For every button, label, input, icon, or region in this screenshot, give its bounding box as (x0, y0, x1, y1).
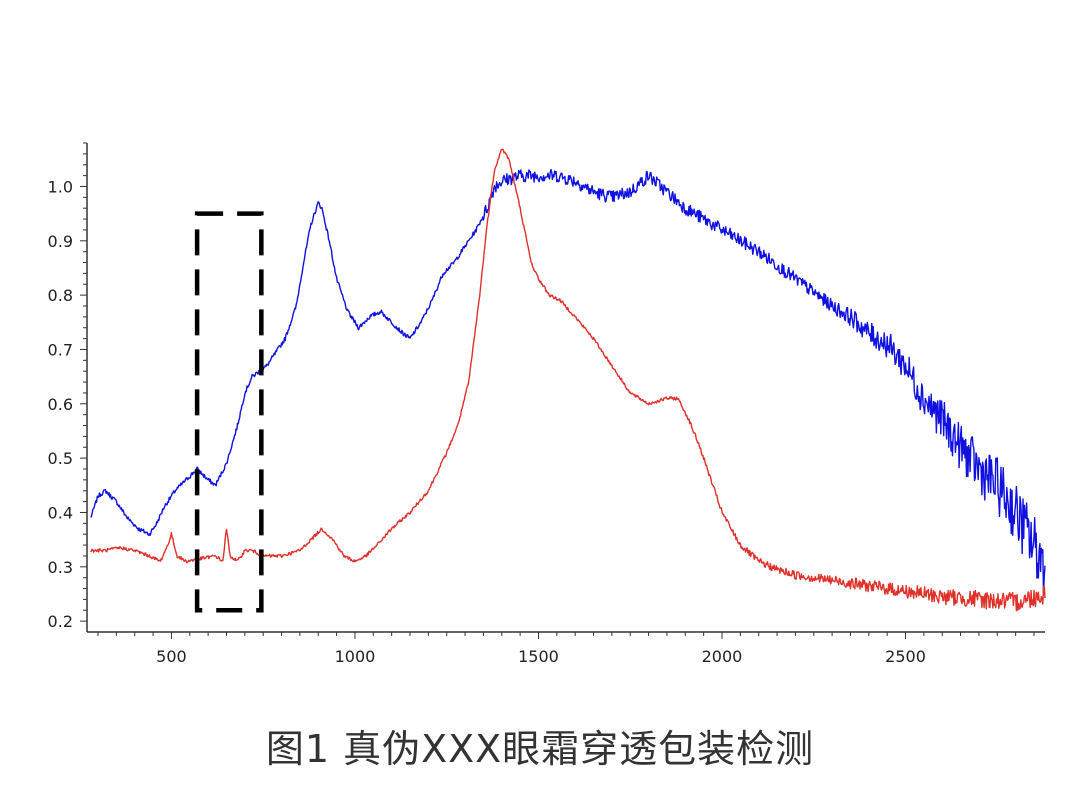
series-line-2 (90, 148, 1046, 612)
x-tick-label: 2500 (885, 647, 926, 666)
series-line-1 (90, 168, 1046, 596)
dashed-highlight-box (194, 211, 264, 613)
figure-caption: 图1 真伪XXX眼霜穿透包装检测 (265, 727, 815, 771)
y-tick-label: 0.9 (48, 232, 73, 251)
spectrum-chart: 500 1000 1500 2000 2500 0.2 0.3 0.4 0.5 0.6 0.7 0.8… (48, 142, 1046, 666)
x-tick-label: 1500 (518, 647, 559, 666)
annotation-layer (194, 211, 264, 613)
y-tick-label: 1.0 (48, 177, 73, 196)
axes (80, 142, 1045, 639)
y-tick-label: 0.7 (48, 340, 73, 359)
y-tick-label: 0.3 (48, 558, 73, 577)
y-tick-label: 0.6 (48, 395, 73, 414)
x-tick-label: 500 (156, 647, 187, 666)
tick-layer: 500 1000 1500 2000 2500 0.2 0.3 0.4 0.5 0.6 0.7 0.8… (48, 177, 926, 666)
x-tick-label: 2000 (702, 647, 743, 666)
x-tick-label: 1000 (335, 647, 376, 666)
series-layer (90, 148, 1046, 612)
y-tick-label: 0.5 (48, 449, 73, 468)
y-tick-label: 0.2 (48, 612, 73, 631)
y-tick-label: 0.8 (48, 286, 73, 305)
y-tick-label: 0.4 (48, 503, 73, 522)
